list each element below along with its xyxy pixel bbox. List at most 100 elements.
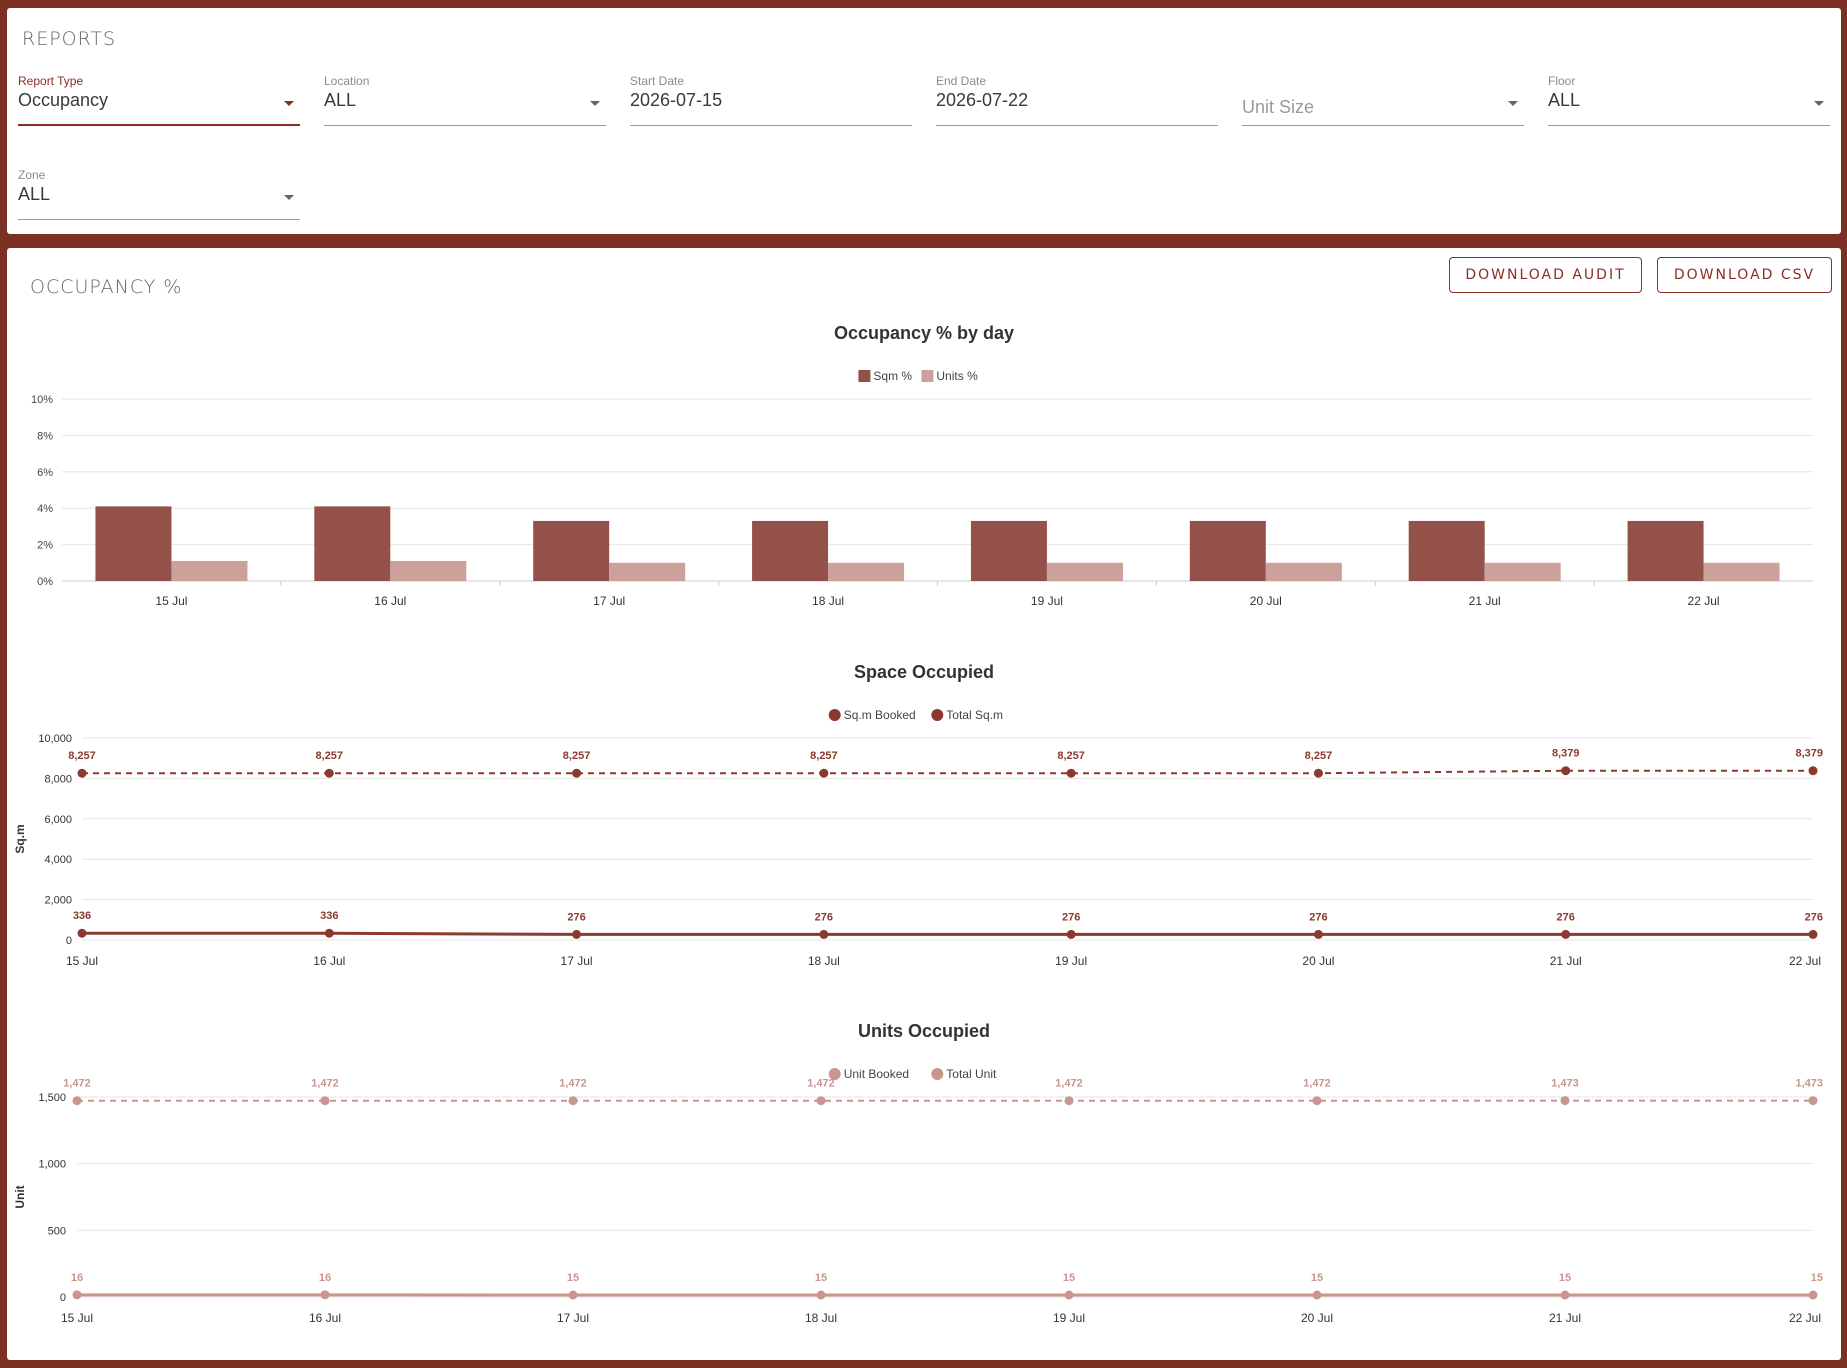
data-point (816, 1096, 826, 1106)
data-point (1808, 766, 1818, 776)
x-tick-label: 21 Jul (1469, 594, 1501, 608)
y-tick-label: 10% (31, 394, 53, 406)
data-label: 8,257 (810, 750, 838, 762)
x-tick-label: 17 Jul (593, 594, 625, 608)
location-select[interactable]: Location ALL (324, 74, 606, 126)
unit-size-select[interactable]: Unit Size (1242, 74, 1524, 126)
data-label: 8,257 (316, 750, 344, 762)
legend-swatch (828, 1068, 841, 1080)
bar-units (828, 562, 905, 581)
floor-select[interactable]: Floor ALL (1548, 74, 1830, 126)
bar-units (609, 562, 686, 581)
data-label: 15 (567, 1272, 579, 1284)
data-point (819, 768, 829, 778)
legend-label: Total Sq.m (946, 708, 1003, 722)
data-point (77, 768, 87, 778)
y-tick-label: 0 (66, 935, 72, 947)
start-date-field[interactable]: Start Date 2026-07-15 (630, 74, 912, 126)
chart-title: Space Occupied (854, 662, 994, 682)
data-label: 15 (1311, 1272, 1323, 1284)
y-tick-label: 6% (37, 467, 53, 479)
data-point (1561, 929, 1571, 939)
chevron-down-icon (284, 101, 294, 106)
location-value: ALL (324, 90, 357, 110)
y-tick-label: 6,000 (44, 814, 72, 826)
x-tick-label: 18 Jul (805, 1311, 837, 1325)
bar-units (1484, 562, 1561, 581)
zone-select[interactable]: Zone ALL (18, 168, 300, 220)
occupancy-title: OCCUPANCY % (30, 276, 183, 298)
x-tick-label: 21 Jul (1549, 1311, 1581, 1325)
bar-sqm (970, 520, 1047, 581)
bar-sqm (1627, 520, 1704, 581)
y-tick-label: 4,000 (44, 854, 72, 866)
legend-swatch (828, 709, 841, 721)
occupancy-charts: Occupancy % by day Sqm % Units % 0% 2% 4% 6% 8%… (13, 323, 1823, 1325)
end-date-label: End Date (936, 74, 987, 88)
y-tick-label: 2,000 (44, 895, 72, 907)
bar-sqm (533, 520, 610, 581)
report-type-select[interactable]: Report Type Occupancy (18, 74, 300, 126)
x-tick-label: 17 Jul (561, 954, 593, 968)
legend-label: Units % (936, 369, 978, 383)
chevron-down-icon (284, 195, 294, 200)
occupancy-panel: OCCUPANCY % DOWNLOAD AUDIT DOWNLOAD CSV … (7, 248, 1841, 1360)
data-point (72, 1096, 82, 1106)
data-point (572, 768, 582, 778)
x-tick-label: 15 Jul (155, 594, 187, 608)
y-tick-label: 500 (48, 1225, 66, 1237)
bar-units (1046, 562, 1123, 581)
data-point (1064, 1290, 1074, 1300)
data-point (72, 1290, 82, 1300)
x-tick-label: 17 Jul (557, 1311, 589, 1325)
data-point (816, 1290, 826, 1300)
bar-sqm (1408, 520, 1485, 581)
data-label: 1,472 (311, 1078, 339, 1090)
data-label: 15 (1063, 1272, 1075, 1284)
data-point (1808, 1096, 1818, 1106)
x-tick-label: 19 Jul (1031, 594, 1063, 608)
data-label: 336 (320, 910, 338, 922)
data-point (1312, 1096, 1322, 1106)
y-tick-label: 1,000 (38, 1159, 66, 1171)
data-point (568, 1096, 578, 1106)
data-label: 8,257 (1057, 750, 1085, 762)
data-point (320, 1290, 330, 1300)
bar-sqm (752, 520, 829, 581)
x-tick-label: 16 Jul (313, 954, 345, 968)
end-date-field[interactable]: End Date 2026-07-22 (936, 74, 1218, 126)
y-tick-label: 0 (60, 1292, 66, 1304)
data-label: 8,379 (1795, 748, 1823, 760)
data-label: 276 (1557, 911, 1575, 923)
bar-units (1703, 562, 1780, 581)
x-tick-label: 18 Jul (812, 594, 844, 608)
data-point (1560, 1290, 1570, 1300)
data-point (1561, 766, 1571, 776)
report-type-value: Occupancy (18, 90, 109, 110)
y-tick-label: 8,000 (44, 773, 72, 785)
x-tick-label: 18 Jul (808, 954, 840, 968)
data-label: 336 (73, 910, 91, 922)
data-point (1064, 1096, 1074, 1106)
bar-sqm (95, 506, 172, 581)
x-tick-label: 20 Jul (1301, 1311, 1333, 1325)
y-tick-label: 10,000 (38, 733, 72, 745)
data-label: 8,257 (68, 750, 96, 762)
legend-swatch (858, 370, 871, 382)
data-label: 276 (1062, 911, 1080, 923)
chevron-down-icon (590, 101, 600, 106)
data-label: 1,472 (559, 1078, 587, 1090)
data-label: 15 (815, 1272, 827, 1284)
download-audit-button[interactable]: DOWNLOAD AUDIT (1449, 257, 1642, 293)
start-date-value: 2026-07-15 (630, 90, 723, 110)
data-point (324, 768, 334, 778)
download-csv-button[interactable]: DOWNLOAD CSV (1657, 257, 1832, 293)
x-tick-label: 20 Jul (1250, 594, 1282, 608)
floor-value: ALL (1548, 90, 1581, 110)
report-type-label: Report Type (18, 74, 84, 88)
data-label: 16 (319, 1272, 331, 1284)
bar-units (1265, 562, 1342, 581)
data-label: 8,257 (563, 750, 591, 762)
data-label: 15 (1559, 1272, 1571, 1284)
data-point (77, 928, 87, 938)
